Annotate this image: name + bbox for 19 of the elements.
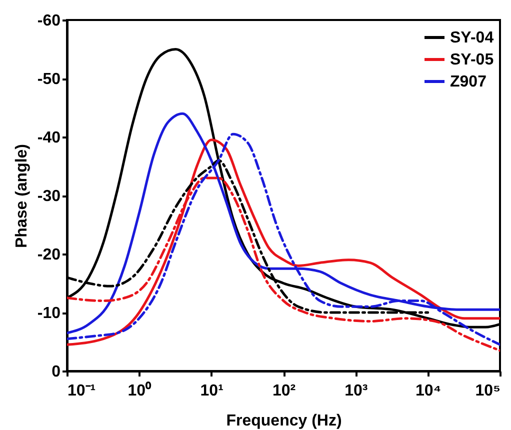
- x-tick-label: 10¹: [200, 382, 224, 400]
- legend-label: Z907: [450, 74, 487, 90]
- x-tick-label: 10⁴: [415, 382, 442, 400]
- y-tick-label: -50: [37, 71, 61, 88]
- y-axis-title: Phase (angle): [13, 144, 30, 248]
- x-tick-label: 10²: [272, 382, 296, 400]
- x-tick-label: 10³: [344, 382, 368, 400]
- y-tick-label: -40: [37, 130, 61, 146]
- legend-label: SY-05: [450, 52, 494, 68]
- x-tick-label: 10⁰: [128, 382, 152, 400]
- y-tick-label: -20: [37, 246, 61, 264]
- y-tick-label: 0: [52, 364, 61, 380]
- x-tick-label: 10⁻¹: [68, 382, 96, 400]
- legend-label: SY-04: [450, 30, 494, 46]
- y-tick-label: -30: [37, 188, 61, 205]
- y-tick-label: -60: [37, 12, 61, 30]
- x-axis-title: Frequency (Hz): [226, 412, 342, 430]
- y-tick-label: -10: [37, 305, 61, 322]
- x-tick-label: 10⁵: [475, 382, 500, 400]
